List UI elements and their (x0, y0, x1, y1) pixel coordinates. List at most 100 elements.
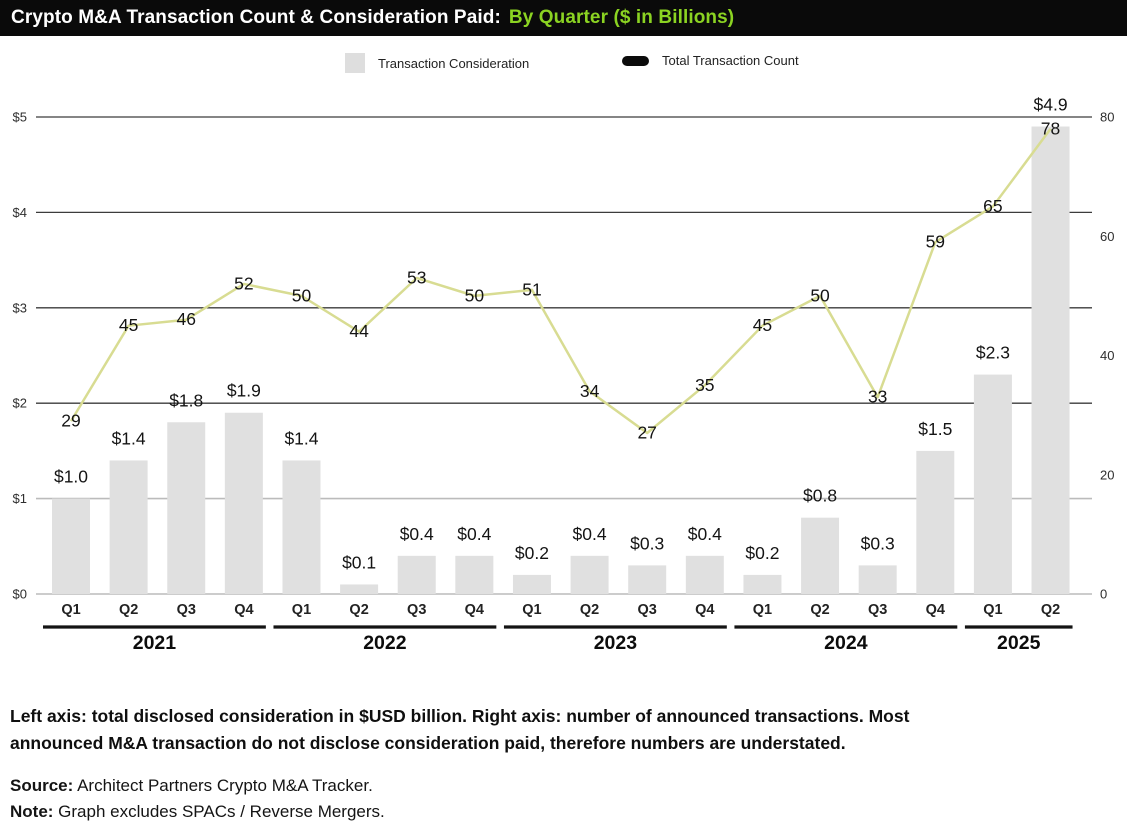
bar-value-label: $1.8 (169, 390, 203, 410)
bar-value-label: $0.3 (630, 533, 664, 553)
x-tick-label: Q1 (61, 602, 80, 618)
left-axis-tick-label: $0 (13, 587, 27, 602)
bar-Q1 (973, 374, 1012, 594)
year-label-2021: 2021 (133, 632, 177, 654)
bar-Q4 (685, 555, 724, 594)
x-tick-label: Q2 (810, 602, 829, 618)
count-label: 53 (407, 267, 426, 287)
x-tick-label: Q3 (407, 602, 426, 618)
count-label: 44 (349, 321, 369, 341)
left-axis-tick-label: $5 (13, 110, 27, 125)
bar-Q2 (340, 584, 379, 594)
x-tick-label: Q4 (465, 602, 484, 618)
right-axis-tick-label: 80 (1100, 110, 1114, 125)
bar-Q4 (224, 412, 263, 594)
source-line: Source: Architect Partners Crypto M&A Tr… (10, 773, 385, 799)
bar-Q2 (801, 517, 840, 594)
bar-value-label: $1.5 (918, 419, 952, 439)
bar-Q4 (916, 450, 955, 594)
note-label: Note: (10, 802, 54, 821)
count-label: 45 (753, 315, 772, 335)
bar-Q3 (628, 565, 667, 594)
x-tick-label: Q1 (983, 602, 1002, 618)
bar-value-label: $1.4 (112, 428, 146, 448)
x-tick-label: Q1 (292, 602, 311, 618)
bar-value-label: $4.9 (1034, 95, 1068, 115)
bar-value-label: $0.4 (688, 524, 722, 544)
x-tick-label: Q2 (119, 602, 138, 618)
count-label: 35 (695, 375, 714, 395)
axis-footnote-line1: Left axis: total disclosed consideration… (10, 706, 910, 726)
x-tick-label: Q2 (349, 602, 368, 618)
note-text: Graph excludes SPACs / Reverse Mergers. (53, 802, 385, 821)
bar-swatch-icon (345, 53, 365, 73)
count-label: 78 (1041, 118, 1060, 138)
bar-value-label: $1.0 (54, 467, 88, 487)
year-label-2022: 2022 (363, 632, 407, 654)
axis-footnote: Left axis: total disclosed consideration… (10, 703, 1090, 757)
right-axis-tick-label: 0 (1100, 587, 1107, 602)
x-tick-label: Q3 (868, 602, 887, 618)
count-label: 50 (292, 285, 312, 305)
x-tick-label: Q2 (1041, 602, 1060, 618)
title-bar: Crypto M&A Transaction Count & Considera… (0, 0, 1127, 36)
source-label: Source: (10, 776, 74, 795)
left-axis-tick-label: $2 (13, 396, 27, 411)
bar-Q3 (167, 422, 206, 594)
bar-Q2 (109, 460, 148, 594)
x-tick-label: Q4 (926, 602, 945, 618)
x-tick-label: Q2 (580, 602, 599, 618)
page-title: Crypto M&A Transaction Count & Considera… (11, 7, 501, 28)
bar-value-label: $2.3 (976, 343, 1010, 363)
bar-Q1 (512, 574, 551, 594)
count-label: 46 (177, 309, 196, 329)
chart-canvas: $0 $1 $2 $3 $4 $5 0 20 40 60 80 $1.0 $1.4 $1.8 $1.9 $1.… (13, 95, 1115, 654)
bar-Q1 (282, 460, 321, 594)
left-axis-tick-label: $1 (13, 491, 27, 506)
count-line (69, 128, 1052, 435)
bar-Q2 (570, 555, 609, 594)
count-label: 65 (983, 196, 1002, 216)
count-label: 59 (926, 232, 945, 252)
year-label-2024: 2024 (824, 632, 868, 654)
bar-Q3 (858, 565, 897, 594)
left-axis-tick-label: $3 (13, 300, 27, 315)
x-tick-label: Q4 (234, 602, 253, 618)
legend-label: Total Transaction Count (662, 53, 799, 68)
bar-Q3 (397, 555, 436, 594)
legend-item-transaction-consideration: Transaction Consideration (345, 53, 529, 73)
bar-value-label: $1.9 (227, 381, 261, 401)
legend-label: Transaction Consideration (378, 55, 530, 71)
bar-value-label: $0.8 (803, 486, 837, 506)
count-label: 27 (637, 423, 656, 443)
source-text: Architect Partners Crypto M&A Tracker. (73, 776, 373, 795)
count-label: 45 (119, 315, 138, 335)
right-axis-tick-label: 60 (1100, 229, 1114, 244)
note-line: Note: Graph excludes SPACs / Reverse Mer… (10, 799, 385, 825)
bar-Q4 (455, 555, 494, 594)
count-label: 50 (465, 285, 485, 305)
line-swatch-icon (622, 55, 649, 66)
bar-value-label: $0.4 (573, 524, 607, 544)
axis-footnote-line2: announced M&A transaction do not disclos… (10, 733, 846, 753)
count-label: 34 (580, 381, 600, 401)
x-tick-label: Q3 (177, 602, 196, 618)
year-label-2023: 2023 (594, 632, 638, 654)
count-label: 33 (868, 387, 887, 407)
bar-value-label: $0.2 (515, 543, 549, 563)
year-label-2025: 2025 (997, 632, 1041, 654)
source-note-block: Source: Architect Partners Crypto M&A Tr… (10, 773, 385, 825)
count-label: 52 (234, 273, 253, 293)
page-title-highlight: By Quarter ($ in Billions) (508, 7, 735, 28)
bar-Q2 (1031, 126, 1070, 594)
bar-Q1 (743, 574, 782, 594)
bar-value-label: $0.3 (861, 533, 895, 553)
bar-value-label: $1.4 (284, 428, 318, 448)
x-tick-label: Q3 (638, 602, 657, 618)
right-axis-tick-label: 40 (1100, 348, 1114, 363)
x-tick-label: Q4 (695, 602, 714, 618)
count-label: 29 (61, 411, 80, 431)
bar-value-label: $0.4 (457, 524, 491, 544)
bar-value-label: $0.2 (745, 543, 779, 563)
